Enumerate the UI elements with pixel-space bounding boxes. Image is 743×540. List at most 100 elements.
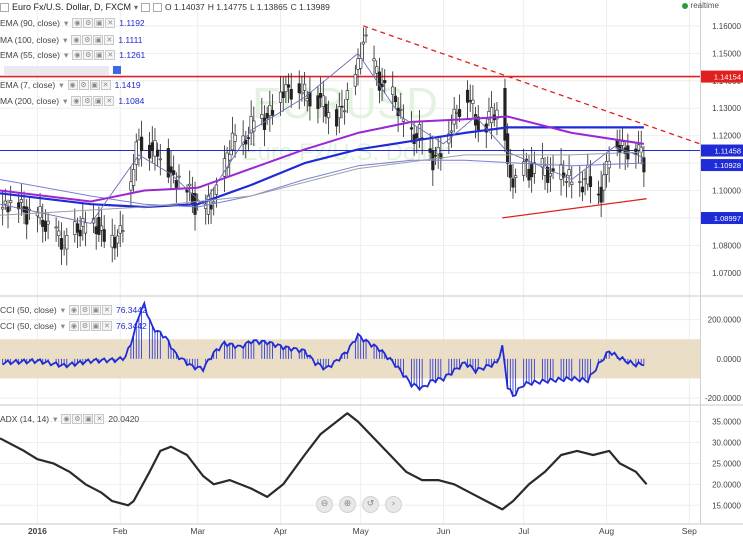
candle-body (375, 66, 379, 74)
zoom-out-icon[interactable]: ⊖ (316, 496, 333, 513)
candle-body (452, 108, 456, 125)
candle-body (166, 148, 170, 178)
dropdown-icon[interactable]: ▾ (53, 413, 58, 424)
source-icon[interactable]: ▣ (89, 80, 100, 90)
source-icon[interactable]: ▣ (90, 305, 101, 315)
ema-7-line[interactable] (0, 52, 645, 224)
eye-icon[interactable]: ◉ (72, 50, 83, 60)
zoom-in-icon[interactable]: ⊕ (339, 496, 356, 513)
dropdown-icon[interactable]: ▾ (63, 95, 68, 106)
settings-icon[interactable]: ⚙ (79, 321, 90, 331)
settings-icon[interactable] (153, 2, 163, 12)
settings-icon[interactable]: ⚙ (72, 414, 83, 424)
cci-label[interactable]: CCI (50, close) (0, 321, 57, 331)
eye-icon[interactable]: ◉ (67, 80, 78, 90)
indicator-value: 1.1192 (119, 18, 145, 28)
hidden-indicator-row[interactable] (4, 65, 109, 75)
symbol-title[interactable]: Euro Fx/U.S. Dollar, D, FXCM (12, 2, 132, 12)
candle-body (530, 162, 534, 178)
source-icon[interactable]: ▣ (93, 35, 104, 45)
candle-body (540, 158, 544, 168)
close-icon[interactable]: ✕ (101, 321, 112, 331)
x-tick-label: Jul (518, 526, 529, 536)
settings-icon[interactable]: ⚙ (79, 305, 90, 315)
indicator-buttons: ◉ ⚙ ▣ ✕ (67, 80, 111, 90)
eye-icon[interactable]: ◉ (71, 96, 82, 106)
x-tick-label: Jun (437, 526, 451, 536)
dropdown-icon[interactable]: ▾ (60, 320, 65, 331)
source-icon[interactable]: ▣ (94, 18, 105, 28)
price-label-box (701, 144, 743, 157)
ema-90-line[interactable] (0, 126, 644, 209)
indicator-row: MA (100, close) ▾ ◉ ⚙ ▣ ✕ 1.1111 (0, 33, 142, 47)
indicator-label[interactable]: MA (100, close) (0, 35, 60, 45)
dropdown-icon[interactable]: ▾ (134, 2, 139, 12)
candle-body (324, 103, 328, 117)
settings-icon[interactable] (113, 66, 121, 74)
reset-icon[interactable]: ↺ (362, 496, 379, 513)
candle-body (115, 235, 120, 244)
close-icon[interactable]: ✕ (94, 414, 105, 424)
scroll-right-icon[interactable]: › (385, 496, 402, 513)
indicator-label[interactable]: EMA (55, close) (0, 50, 60, 60)
dropdown-icon[interactable]: ▾ (63, 34, 68, 45)
close-icon[interactable]: ✕ (101, 305, 112, 315)
eye-icon[interactable]: ◉ (61, 414, 72, 424)
source-icon[interactable]: ▣ (94, 50, 105, 60)
settings-icon[interactable]: ⚙ (83, 50, 94, 60)
ma-100-line[interactable] (0, 159, 644, 208)
ema-55-line[interactable] (0, 115, 645, 203)
candle-body (433, 154, 438, 157)
source-icon[interactable]: ▣ (90, 321, 101, 331)
close-icon[interactable]: ✕ (104, 96, 115, 106)
candle-body (41, 219, 45, 227)
close-icon[interactable]: ✕ (105, 50, 116, 60)
candle-body (364, 34, 368, 37)
indicator-label[interactable]: MA (200, close) (0, 96, 60, 106)
dropdown-icon[interactable]: ▾ (64, 17, 69, 28)
candle-body (156, 149, 160, 157)
source-icon[interactable]: ▣ (93, 96, 104, 106)
settings-icon[interactable]: ⚙ (82, 96, 93, 106)
settings-icon[interactable]: ⚙ (78, 80, 89, 90)
candle-body (372, 58, 376, 62)
candle-body (527, 168, 531, 181)
x-tick-label: Mar (190, 526, 205, 536)
adx-line[interactable] (0, 412, 648, 511)
indicator-buttons: ◉ ⚙ ▣ ✕ (68, 321, 112, 331)
close-icon[interactable]: ✕ (105, 18, 116, 28)
eye-icon[interactable]: ◉ (68, 305, 79, 315)
resistance-trendline[interactable] (363, 25, 700, 145)
candle-body (316, 95, 320, 109)
candle-body (94, 226, 98, 235)
adx-label[interactable]: ADX (14, 14) (0, 414, 50, 424)
price-label: 1.08997 (714, 214, 741, 223)
candle-body (465, 89, 470, 103)
cci-line[interactable] (2, 300, 645, 398)
dropdown-icon[interactable]: ▾ (59, 79, 64, 90)
ma-200-line[interactable] (0, 151, 644, 216)
candle-body (110, 234, 114, 248)
settings-icon[interactable]: ⚙ (83, 18, 94, 28)
close-icon[interactable]: ✕ (104, 35, 115, 45)
candle-body (514, 175, 518, 178)
chart-type-icon[interactable] (0, 2, 9, 12)
indicator-label[interactable]: EMA (90, close) (0, 18, 60, 28)
eye-icon[interactable]: ◉ (71, 35, 82, 45)
source-icon[interactable]: ▣ (83, 414, 94, 424)
close-icon[interactable]: ✕ (100, 80, 111, 90)
cci-label[interactable]: CCI (50, close) (0, 305, 57, 315)
support-trendline[interactable] (502, 198, 647, 219)
dropdown-icon[interactable]: ▾ (64, 49, 69, 60)
eye-icon[interactable]: ◉ (68, 321, 79, 331)
cci-value: 76.3442 (115, 321, 147, 331)
eye-icon[interactable]: ◉ (72, 18, 83, 28)
eye-icon[interactable] (141, 2, 151, 12)
candle-body (54, 226, 58, 229)
indicator-label[interactable]: EMA (7, close) (0, 80, 56, 90)
dropdown-icon[interactable]: ▾ (60, 304, 65, 315)
settings-icon[interactable]: ⚙ (82, 35, 93, 45)
candle-body (588, 176, 593, 188)
y-tick-label: 35.0000 (712, 418, 741, 427)
